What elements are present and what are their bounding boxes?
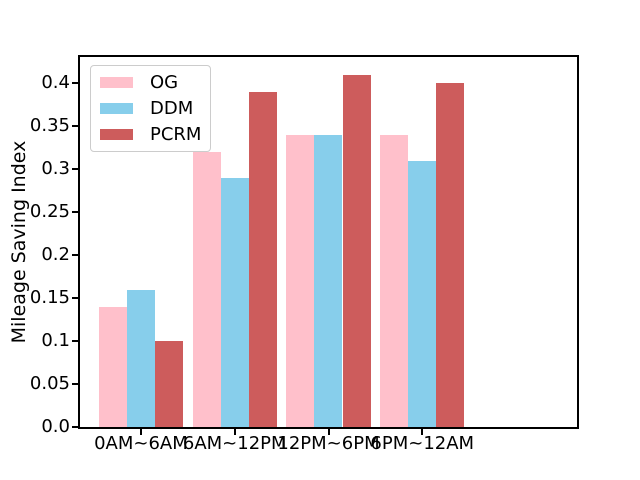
bar-pcrm-1 bbox=[248, 91, 277, 427]
y-tick-label: 0.4 bbox=[41, 72, 70, 94]
plot-area: OG DDM PCRM bbox=[78, 55, 579, 429]
x-tick bbox=[327, 429, 330, 435]
x-tick bbox=[421, 429, 424, 435]
legend-label: PCRM bbox=[150, 124, 202, 145]
y-tick-label: 0.1 bbox=[41, 330, 70, 352]
y-tick-label: 0.0 bbox=[41, 416, 70, 437]
x-tick-label: 12PM~6PM bbox=[277, 433, 380, 454]
bar-og-1 bbox=[192, 152, 221, 427]
bar-ddm-0 bbox=[126, 289, 155, 427]
bar-ddm-3 bbox=[408, 160, 437, 427]
y-tick bbox=[72, 82, 78, 85]
y-tick bbox=[72, 254, 78, 257]
y-tick bbox=[72, 297, 78, 300]
legend: OG DDM PCRM bbox=[90, 65, 212, 152]
y-tick-label: 0.25 bbox=[29, 201, 70, 223]
bar-og-0 bbox=[98, 306, 127, 427]
y-tick-label: 0.35 bbox=[29, 115, 70, 137]
legend-item-ddm: DDM bbox=[100, 98, 201, 119]
bar-og-2 bbox=[286, 134, 315, 427]
y-tick bbox=[72, 125, 78, 128]
x-tick bbox=[233, 429, 236, 435]
bar-pcrm-2 bbox=[342, 74, 371, 427]
x-tick bbox=[139, 429, 142, 435]
y-axis-label: Mileage Saving Index bbox=[8, 140, 30, 344]
legend-item-pcrm: PCRM bbox=[100, 124, 201, 145]
legend-swatch-ddm bbox=[100, 103, 133, 114]
bar-ddm-2 bbox=[314, 134, 343, 427]
bar-ddm-1 bbox=[220, 177, 249, 427]
y-tick bbox=[72, 168, 78, 171]
y-tick-label: 0.05 bbox=[29, 373, 70, 395]
x-tick-label: 6AM~12PM bbox=[182, 433, 287, 454]
legend-label: DDM bbox=[150, 98, 194, 119]
bar-pcrm-0 bbox=[155, 341, 184, 427]
legend-item-og: OG bbox=[100, 72, 201, 93]
bar-pcrm-3 bbox=[436, 83, 465, 427]
x-tick-label: 0AM~6AM bbox=[94, 433, 188, 454]
y-tick-label: 0.15 bbox=[29, 287, 70, 309]
legend-swatch-pcrm bbox=[100, 129, 133, 140]
legend-swatch-og bbox=[100, 77, 133, 88]
legend-label: OG bbox=[150, 72, 179, 93]
y-tick-label: 0.3 bbox=[41, 158, 70, 180]
x-tick-label: 6PM~12AM bbox=[370, 433, 475, 454]
y-tick bbox=[72, 383, 78, 386]
bar-og-3 bbox=[380, 134, 409, 427]
y-tick bbox=[72, 340, 78, 343]
y-tick-label: 0.2 bbox=[41, 244, 70, 266]
y-tick bbox=[72, 211, 78, 214]
y-tick bbox=[72, 426, 78, 428]
